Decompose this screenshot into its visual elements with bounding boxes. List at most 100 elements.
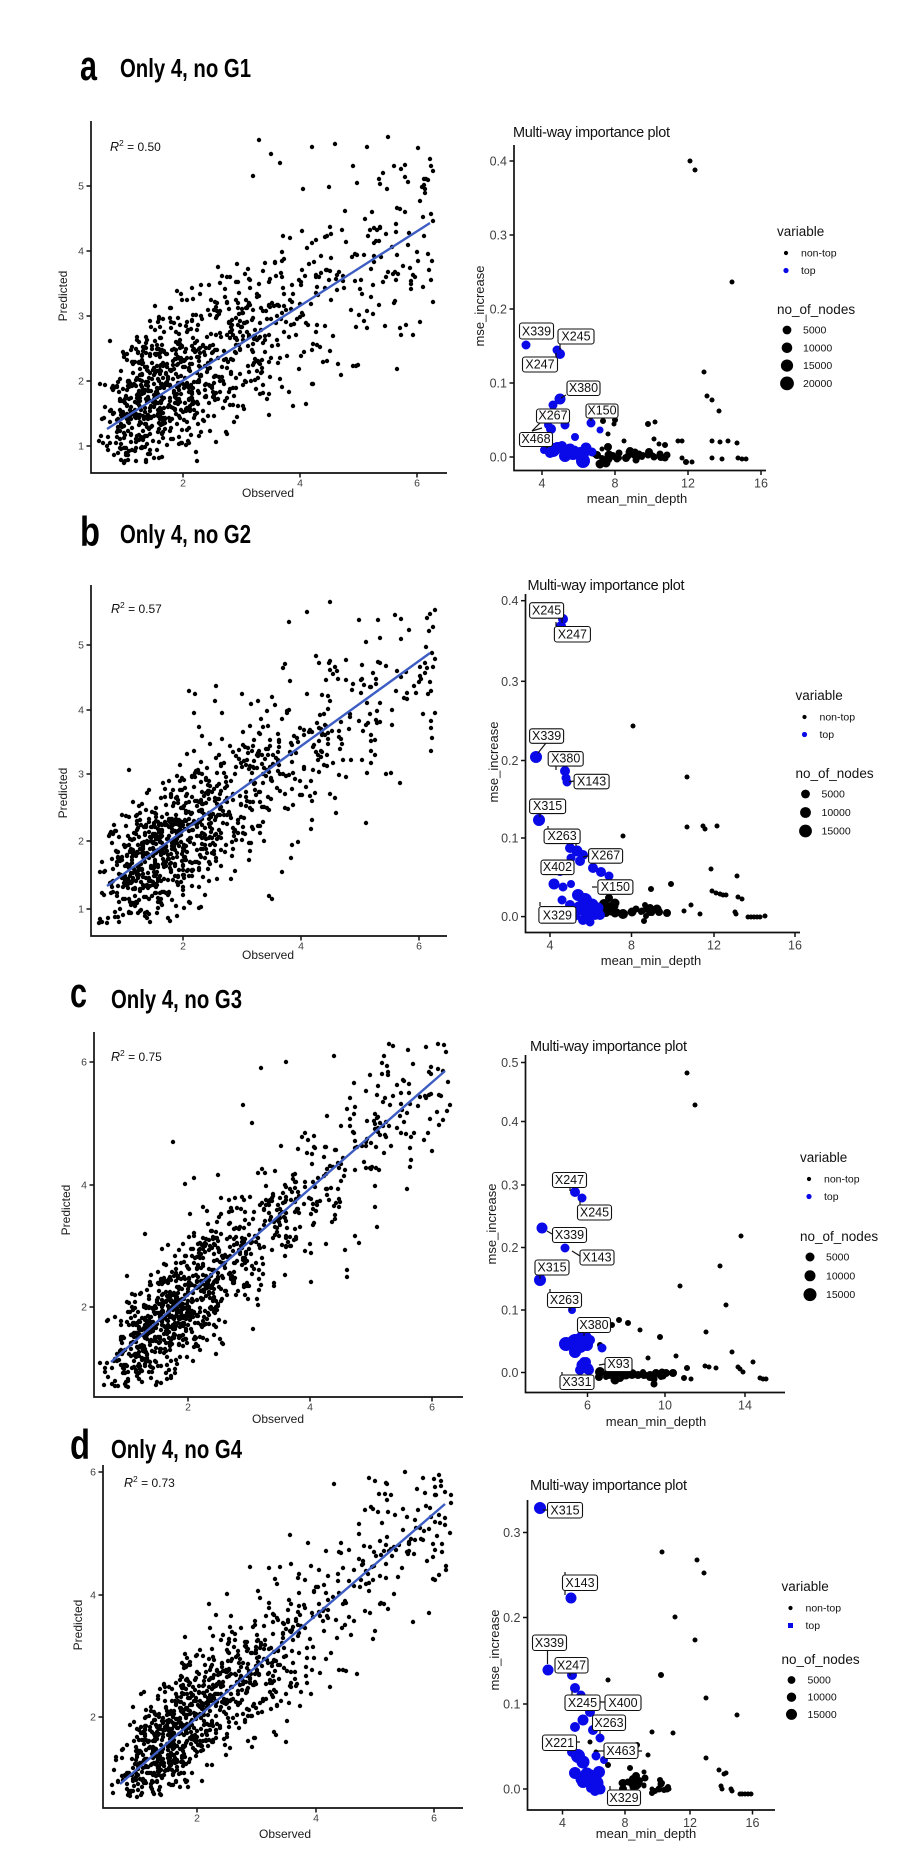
svg-text:15000: 15000: [803, 360, 832, 372]
svg-text:2: 2: [78, 376, 84, 388]
svg-text:8: 8: [612, 477, 619, 491]
svg-text:Multi-way importance plot: Multi-way importance plot: [530, 1039, 687, 1055]
svg-text:Only 4, no G1: Only 4, no G1: [120, 53, 251, 83]
svg-text:X331: X331: [562, 1375, 591, 1389]
svg-text:10000: 10000: [808, 1692, 837, 1704]
svg-text:top: top: [820, 729, 835, 741]
svg-text:5: 5: [78, 640, 84, 652]
svg-text:6: 6: [429, 1402, 435, 1414]
svg-text:0.2: 0.2: [501, 754, 518, 768]
svg-text:X245: X245: [532, 604, 561, 618]
svg-text:2: 2: [81, 1302, 87, 1314]
svg-text:0.4: 0.4: [490, 155, 507, 169]
svg-text:X221: X221: [545, 1736, 574, 1750]
svg-text:X400: X400: [608, 1696, 637, 1710]
svg-text:4: 4: [78, 705, 84, 717]
svg-text:4: 4: [307, 1402, 313, 1414]
svg-text:non-top: non-top: [801, 248, 837, 260]
svg-text:8: 8: [628, 939, 635, 953]
svg-text:Predicted: Predicted: [71, 1600, 85, 1651]
svg-text:4: 4: [313, 1813, 319, 1825]
svg-text:16: 16: [746, 1816, 760, 1830]
svg-text:0.3: 0.3: [503, 1526, 520, 1540]
svg-text:X247: X247: [557, 1659, 586, 1673]
svg-text:5000: 5000: [822, 789, 846, 801]
svg-text:0.2: 0.2: [490, 303, 507, 317]
svg-text:b: b: [80, 508, 100, 555]
svg-text:variable: variable: [777, 224, 824, 239]
svg-text:Observed: Observed: [259, 1827, 311, 1841]
svg-text:mse_increase: mse_increase: [486, 722, 501, 803]
svg-text:top: top: [801, 265, 816, 277]
svg-text:X329: X329: [543, 909, 572, 923]
svg-text:1: 1: [78, 441, 84, 453]
svg-text:15000: 15000: [808, 1709, 837, 1721]
svg-text:Only 4, no G4: Only 4, no G4: [111, 1434, 242, 1464]
svg-text:15000: 15000: [826, 1289, 855, 1301]
svg-text:4: 4: [539, 477, 546, 491]
svg-text:Predicted: Predicted: [56, 271, 70, 322]
svg-text:10000: 10000: [826, 1270, 855, 1282]
svg-text:top: top: [824, 1191, 839, 1203]
svg-text:5000: 5000: [826, 1252, 850, 1264]
svg-text:X263: X263: [594, 1716, 623, 1730]
svg-text:non-top: non-top: [824, 1174, 860, 1186]
svg-text:Observed: Observed: [242, 948, 294, 962]
svg-text:R2 = 0.75: R2 = 0.75: [111, 1048, 162, 1064]
svg-text:20000: 20000: [803, 378, 832, 390]
svg-text:6: 6: [431, 1813, 437, 1825]
svg-text:X150: X150: [587, 404, 616, 418]
svg-text:X315: X315: [550, 1504, 579, 1518]
svg-text:0.0: 0.0: [501, 910, 518, 924]
svg-text:0.0: 0.0: [503, 1783, 520, 1797]
svg-text:d: d: [70, 1421, 90, 1468]
svg-text:3: 3: [78, 769, 84, 781]
svg-text:16: 16: [754, 477, 768, 491]
svg-text:8: 8: [622, 1816, 629, 1830]
svg-text:Multi-way importance plot: Multi-way importance plot: [513, 125, 670, 141]
svg-text:0.3: 0.3: [501, 1179, 518, 1193]
svg-text:X463: X463: [606, 1744, 635, 1758]
svg-text:Multi-way importance plot: Multi-way importance plot: [528, 578, 685, 594]
svg-text:a: a: [80, 42, 97, 89]
svg-text:X247: X247: [525, 358, 554, 372]
svg-text:0.1: 0.1: [501, 1304, 518, 1318]
svg-text:variable: variable: [800, 1150, 847, 1165]
svg-text:X143: X143: [577, 774, 606, 788]
svg-text:X245: X245: [568, 1696, 597, 1710]
svg-text:Only 4, no G3: Only 4, no G3: [111, 984, 242, 1014]
svg-text:X329: X329: [609, 1791, 638, 1805]
svg-text:2: 2: [78, 836, 84, 848]
svg-text:mean_min_depth: mean_min_depth: [596, 1826, 696, 1841]
svg-text:Multi-way importance plot: Multi-way importance plot: [530, 1478, 687, 1494]
svg-text:mse_increase: mse_increase: [472, 266, 487, 347]
svg-text:2: 2: [90, 1712, 96, 1724]
svg-text:X143: X143: [565, 1576, 594, 1590]
svg-text:R2 = 0.73: R2 = 0.73: [124, 1474, 175, 1490]
svg-text:no_of_nodes: no_of_nodes: [782, 1652, 860, 1667]
svg-text:4: 4: [78, 246, 84, 258]
svg-text:no_of_nodes: no_of_nodes: [777, 302, 855, 317]
svg-text:X339: X339: [522, 325, 551, 339]
svg-text:4: 4: [297, 478, 303, 490]
svg-text:0.0: 0.0: [501, 1366, 518, 1380]
svg-text:0.4: 0.4: [501, 594, 518, 608]
svg-text:non-top: non-top: [806, 1603, 842, 1615]
svg-text:2: 2: [185, 1402, 191, 1414]
svg-text:Predicted: Predicted: [59, 1185, 73, 1236]
svg-text:X380: X380: [569, 381, 598, 395]
svg-text:0.2: 0.2: [501, 1241, 518, 1255]
svg-text:X143: X143: [582, 1251, 611, 1265]
svg-text:14: 14: [738, 1399, 752, 1413]
svg-text:X315: X315: [533, 799, 562, 813]
svg-text:variable: variable: [782, 1579, 829, 1594]
svg-text:Observed: Observed: [252, 1412, 304, 1426]
svg-text:variable: variable: [796, 688, 843, 703]
svg-text:X380: X380: [551, 752, 580, 766]
svg-text:6: 6: [81, 1057, 87, 1069]
svg-text:5: 5: [78, 181, 84, 193]
svg-text:0.3: 0.3: [490, 229, 507, 243]
svg-text:3: 3: [78, 311, 84, 323]
svg-text:R2 = 0.57: R2 = 0.57: [111, 600, 162, 616]
svg-text:6: 6: [90, 1467, 96, 1479]
